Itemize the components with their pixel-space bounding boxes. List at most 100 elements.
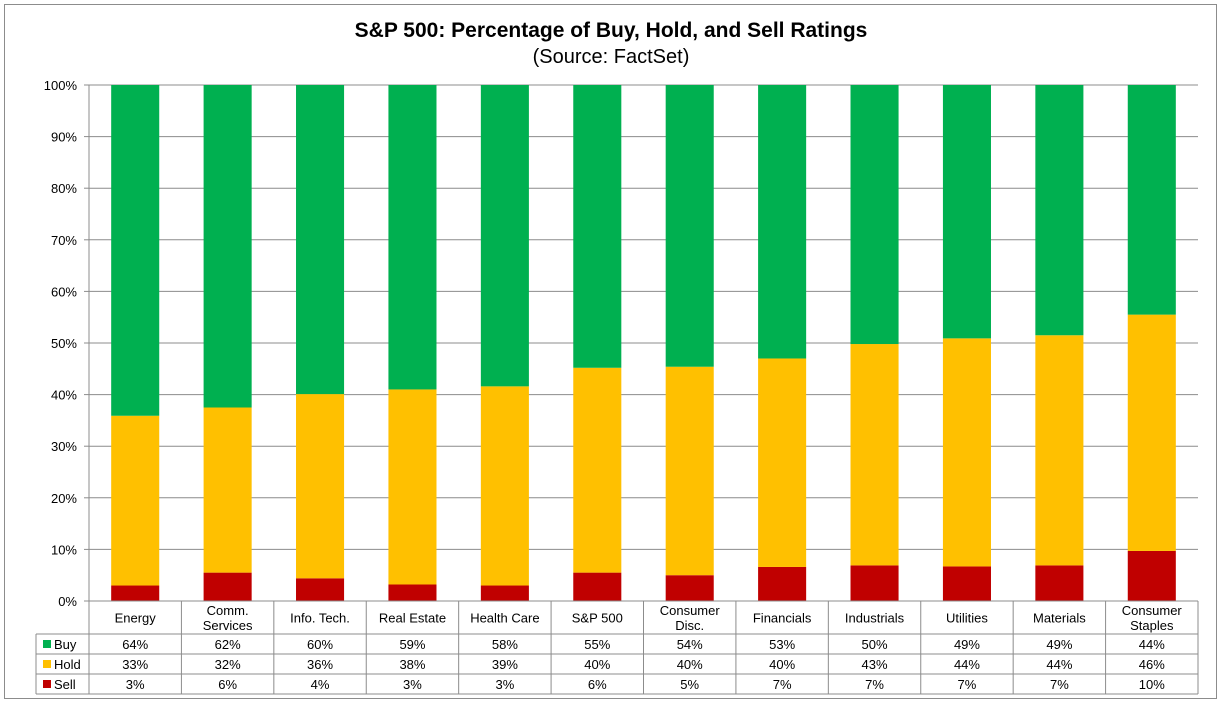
category-label: Materials bbox=[1033, 611, 1086, 626]
bar-segment-sell bbox=[573, 572, 622, 601]
bar-segment-sell bbox=[480, 585, 529, 601]
legend-key-hold bbox=[43, 660, 51, 668]
table-cell: 55% bbox=[584, 637, 610, 652]
bar-segment-buy bbox=[942, 85, 991, 339]
y-tick-label: 100% bbox=[44, 78, 78, 93]
y-tick-label: 40% bbox=[51, 388, 77, 403]
data-table: Energy Comm.Services Info. Tech. Real Estat… bbox=[35, 600, 1199, 695]
bar-segment-sell bbox=[665, 575, 714, 601]
table-cell: 60% bbox=[307, 637, 333, 652]
bar-segment-hold bbox=[203, 407, 252, 573]
y-tick-label: 80% bbox=[51, 181, 77, 196]
bar-segment-buy bbox=[388, 85, 437, 390]
y-tick-label: 90% bbox=[51, 130, 77, 145]
table-cell: 7% bbox=[865, 677, 884, 692]
table-cell: 36% bbox=[307, 657, 333, 672]
category-label: Energy bbox=[115, 611, 157, 626]
bar-segment-buy bbox=[203, 85, 252, 408]
table-cell: 40% bbox=[584, 657, 610, 672]
category-label: Disc. bbox=[675, 618, 704, 633]
bar-segment-buy bbox=[1035, 85, 1084, 336]
table-cell: 58% bbox=[492, 637, 518, 652]
bar-segment-sell bbox=[388, 584, 437, 601]
bars bbox=[111, 85, 1176, 601]
table-cell: 49% bbox=[1046, 637, 1072, 652]
bar-segment-sell bbox=[296, 578, 345, 601]
table-cell: 43% bbox=[862, 657, 888, 672]
y-tick-label: 0% bbox=[58, 594, 77, 609]
table-cell: 38% bbox=[399, 657, 425, 672]
bar-segment-hold bbox=[1035, 335, 1084, 566]
y-tick-label: 70% bbox=[51, 233, 77, 248]
category-label: Health Care bbox=[470, 611, 539, 626]
y-axis: 0% 10% 20% 30% 40% 50% 60% 70% 80% 90% 100% bbox=[44, 78, 90, 609]
legend-label: Sell bbox=[54, 677, 76, 692]
table-cell: 3% bbox=[495, 677, 514, 692]
bar-segment-hold bbox=[480, 386, 529, 586]
bar-segment-buy bbox=[850, 85, 899, 345]
y-tick-label: 30% bbox=[51, 439, 77, 454]
category-label: Staples bbox=[1130, 618, 1174, 633]
table-cell: 32% bbox=[215, 657, 241, 672]
bar-segment-buy bbox=[665, 85, 714, 367]
table-cell: 33% bbox=[122, 657, 148, 672]
y-tick-label: 10% bbox=[51, 542, 77, 557]
legend-key-buy bbox=[43, 640, 51, 648]
table-cell: 53% bbox=[769, 637, 795, 652]
table-cell: 10% bbox=[1139, 677, 1165, 692]
table-cell: 39% bbox=[492, 657, 518, 672]
bar-segment-hold bbox=[850, 344, 899, 566]
category-label: Consumer bbox=[1122, 603, 1183, 618]
bar-segment-sell bbox=[850, 565, 899, 601]
chart-subtitle: (Source: FactSet) bbox=[533, 46, 690, 68]
y-tick-label: 60% bbox=[51, 284, 77, 299]
table-cell: 5% bbox=[680, 677, 699, 692]
table-cell: 54% bbox=[677, 637, 703, 652]
table-cell: 6% bbox=[218, 677, 237, 692]
bar-segment-hold bbox=[665, 366, 714, 576]
table-cell: 49% bbox=[954, 637, 980, 652]
table-cell: 4% bbox=[311, 677, 330, 692]
table-cell: 44% bbox=[1046, 657, 1072, 672]
table-cell: 62% bbox=[215, 637, 241, 652]
bar-segment-buy bbox=[758, 85, 807, 359]
table-cell: 7% bbox=[1050, 677, 1069, 692]
category-label: Industrials bbox=[845, 611, 905, 626]
bar-segment-sell bbox=[203, 572, 252, 601]
bar-segment-hold bbox=[111, 415, 160, 586]
table-cell: 3% bbox=[126, 677, 145, 692]
table-cell: 44% bbox=[954, 657, 980, 672]
category-label: Services bbox=[203, 618, 253, 633]
bar-segment-hold bbox=[1127, 314, 1176, 551]
bar-segment-buy bbox=[480, 85, 529, 387]
category-label: Comm. bbox=[207, 603, 249, 618]
y-tick-label: 50% bbox=[51, 336, 77, 351]
legend-label: Buy bbox=[54, 637, 77, 652]
category-label: Real Estate bbox=[379, 611, 446, 626]
y-tick-label: 20% bbox=[51, 491, 77, 506]
chart-title: S&P 500: Percentage of Buy, Hold, and Se… bbox=[355, 19, 868, 42]
category-label: Financials bbox=[753, 611, 812, 626]
table-cell: 46% bbox=[1139, 657, 1165, 672]
table-cell: 50% bbox=[862, 637, 888, 652]
table-cell: 40% bbox=[769, 657, 795, 672]
bar-segment-hold bbox=[388, 389, 437, 585]
bar-segment-sell bbox=[758, 566, 807, 601]
table-cell: 7% bbox=[958, 677, 977, 692]
table-cell: 6% bbox=[588, 677, 607, 692]
legend-label: Hold bbox=[54, 657, 81, 672]
table-cell: 40% bbox=[677, 657, 703, 672]
table-cell: 44% bbox=[1139, 637, 1165, 652]
gridlines bbox=[89, 84, 1198, 550]
table-cell: 3% bbox=[403, 677, 422, 692]
bar-segment-buy bbox=[1127, 85, 1176, 315]
bar-segment-hold bbox=[296, 394, 345, 579]
category-label: Utilities bbox=[946, 611, 988, 626]
bar-segment-sell bbox=[1035, 565, 1084, 601]
bar-segment-hold bbox=[758, 358, 807, 567]
bar-segment-sell bbox=[942, 566, 991, 601]
category-label: Consumer bbox=[660, 603, 721, 618]
table-cell: 7% bbox=[773, 677, 792, 692]
bar-segment-buy bbox=[296, 85, 345, 395]
